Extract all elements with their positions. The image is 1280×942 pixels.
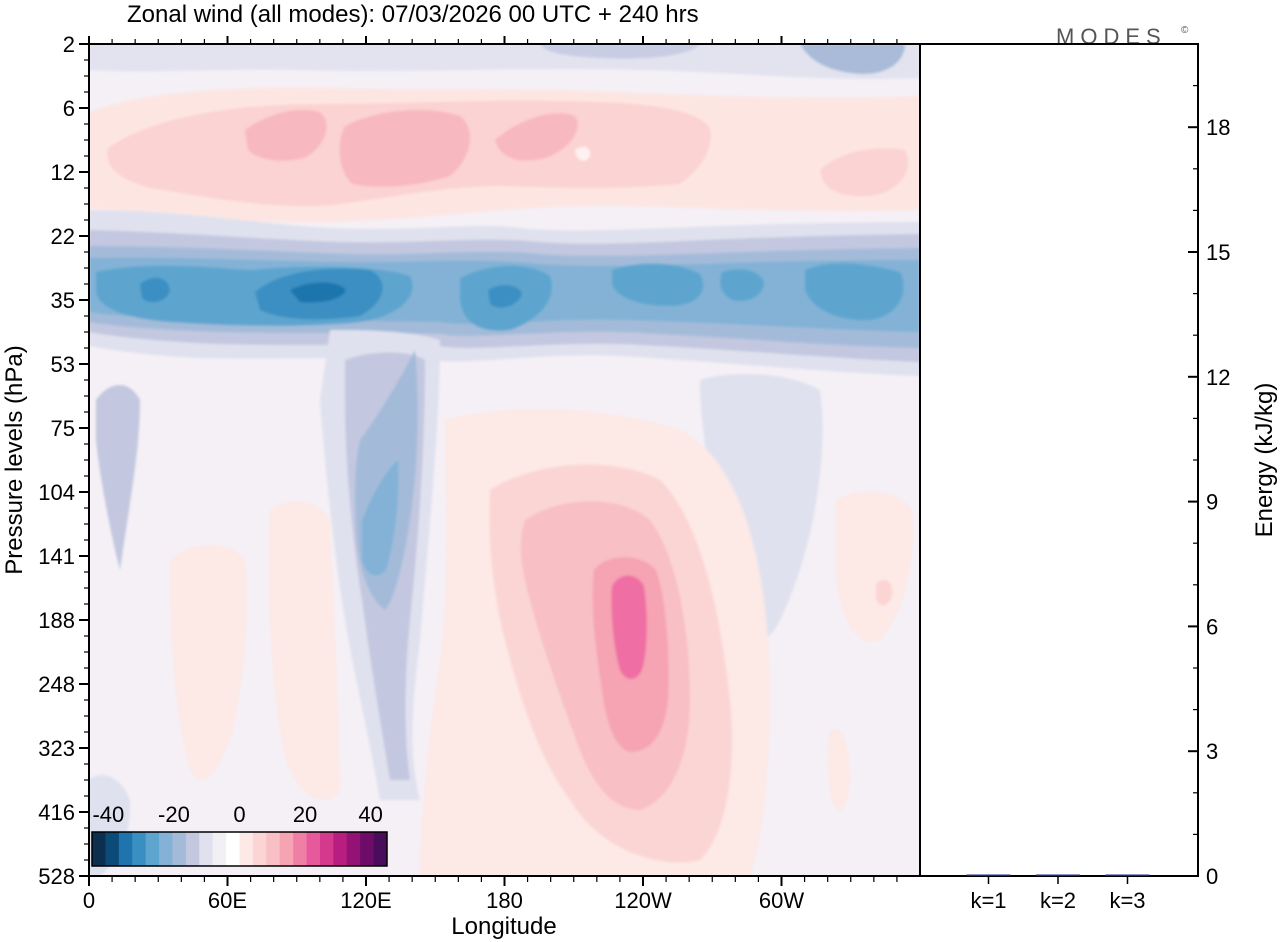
- logo-copyright-mark: ©: [1181, 25, 1189, 36]
- contour-pos-right-core: [876, 580, 893, 606]
- x-axis-label: Longitude: [451, 913, 556, 940]
- x-tick-label: 60W: [759, 888, 804, 913]
- y-tick-label: 6: [63, 96, 75, 121]
- x-tick-label: 120E: [340, 888, 391, 913]
- energy-category-label: k=3: [1109, 888, 1145, 913]
- contour-pos-left-lobe: [170, 545, 248, 780]
- contour-pos-lower-right: [827, 728, 850, 811]
- contour-top-lightblue: [89, 44, 920, 79]
- energy-bar: [1036, 874, 1080, 876]
- x-tick-label: 180: [486, 888, 523, 913]
- colorbar-swatch: [212, 832, 227, 866]
- y-tick-label: 12: [51, 160, 75, 185]
- x-tick-label: 60E: [208, 888, 247, 913]
- contour-upper-positive-core-left: [245, 109, 327, 161]
- y-tick-label: 141: [38, 544, 75, 569]
- contour-upper-positive-core-right: [495, 113, 578, 161]
- colorbar-swatch: [132, 832, 147, 866]
- colorbar-swatch: [333, 832, 348, 866]
- contour-strat-neg-6c: [488, 285, 522, 308]
- energy-panel: 0 3 6 9 12 15 18 k=1 k=2 k=3 Energy (kJ/kg): [919, 43, 1278, 913]
- contour-upper-right-patch: [820, 148, 909, 197]
- energy-tick-label: 6: [1206, 614, 1218, 639]
- energy-category-label: k=2: [1040, 888, 1076, 913]
- chart-title: Zonal wind (all modes): 07/03/2026 00 UT…: [127, 1, 699, 28]
- colorbar-swatch: [279, 832, 294, 866]
- energy-tick-label: 0: [1206, 864, 1218, 889]
- heatmap-x-axis: 0 60E 120E 180 120W 60W: [83, 36, 898, 913]
- colorbar-swatch: [159, 832, 173, 866]
- colorbar-swatch: [105, 832, 120, 866]
- x-tick-label: 120W: [614, 888, 672, 913]
- y-tick-label: 416: [38, 800, 75, 825]
- heatmap-panel: -40 -20 0 20 40 0 60E 120E 180 120W 60W 2 6 12 22 35 5…: [1, 32, 921, 940]
- contour-strat-neg-5c: [612, 263, 704, 306]
- energy-tick-label: 18: [1206, 115, 1230, 140]
- contour-strat-neg-6b: [140, 277, 170, 303]
- colorbar-swatch: [199, 832, 214, 866]
- contour-pos-left-lobe-2: [268, 501, 340, 800]
- colorbar-swatch: [360, 832, 375, 866]
- heatmap-y-axis: 2 6 12 22 35 53 75 104 141 188 248 323 416 528: [38, 32, 89, 889]
- energy-category-label: k=1: [970, 888, 1006, 913]
- y-tick-label: 53: [51, 352, 75, 377]
- energy-axis-label: Energy (kJ/kg): [1251, 383, 1278, 538]
- y-tick-label: 2: [63, 32, 75, 57]
- colorbar-swatch: [346, 832, 361, 866]
- energy-tick-label: 3: [1206, 739, 1218, 764]
- colorbar-swatch: [319, 832, 334, 866]
- y-tick-label: 188: [38, 608, 75, 633]
- energy-y-axis: 0 3 6 9 12 15 18: [1188, 43, 1230, 889]
- colorbar-swatch: [239, 832, 254, 866]
- colorbar-swatch: [226, 832, 240, 866]
- energy-tick-label: 9: [1206, 490, 1218, 515]
- y-tick-label: 323: [38, 736, 75, 761]
- contour-upper-positive-core-mid: [339, 110, 471, 187]
- colorbar-tick-label: 20: [293, 802, 317, 827]
- contour-top-blue-right: [800, 44, 905, 75]
- colorbar-swatch: [145, 832, 160, 866]
- colorbar: -40 -20 0 20 40: [91, 802, 388, 867]
- x-tick-label: 0: [83, 888, 95, 913]
- energy-bar: [1105, 874, 1150, 876]
- energy-frame: [919, 43, 1199, 877]
- colorbar-frame: [91, 831, 388, 867]
- energy-tick-label: 15: [1206, 240, 1230, 265]
- y-tick-label: 35: [51, 288, 75, 313]
- colorbar-swatch: [185, 832, 200, 866]
- colorbar-swatch: [266, 832, 281, 866]
- contour-trop-neg-tongue-4: [362, 460, 399, 576]
- contour-top-blue-mid: [540, 44, 700, 59]
- colorbar-tick-label: 40: [358, 802, 382, 827]
- colorbar-swatch: [172, 832, 187, 866]
- colorbar-swatch: [293, 832, 308, 866]
- energy-bar: [966, 874, 1011, 876]
- colorbar-tick-label: -20: [158, 802, 190, 827]
- y-tick-label: 528: [38, 864, 75, 889]
- y-tick-label: 75: [51, 416, 75, 441]
- heatmap-contours: [89, 44, 920, 876]
- contour-strat-neg-5e: [720, 269, 764, 302]
- colorbar-tick-label: 0: [233, 802, 245, 827]
- colorbar-tick-label: -40: [92, 802, 124, 827]
- contour-pos-right-lobe: [836, 491, 913, 642]
- contour-trop-pos-5: [611, 575, 647, 679]
- contour-left-neg-tongue: [96, 385, 140, 570]
- colorbar-swatch: [373, 832, 388, 866]
- y-tick-label: 248: [38, 672, 75, 697]
- contour-strat-neg-7: [290, 282, 346, 303]
- colorbar-swatch: [92, 832, 106, 866]
- colorbar-swatch: [306, 832, 321, 866]
- y-tick-label: 104: [38, 480, 75, 505]
- contour-white-spot-1: [575, 146, 591, 161]
- colorbar-swatch: [118, 832, 133, 866]
- contour-strat-neg-5d: [805, 263, 904, 321]
- colorbar-swatch: [252, 832, 267, 866]
- energy-tick-label: 12: [1206, 365, 1230, 390]
- energy-bars: k=1 k=2 k=3: [966, 874, 1150, 913]
- y-axis-label: Pressure levels (hPa): [1, 345, 28, 574]
- y-tick-label: 22: [51, 224, 75, 249]
